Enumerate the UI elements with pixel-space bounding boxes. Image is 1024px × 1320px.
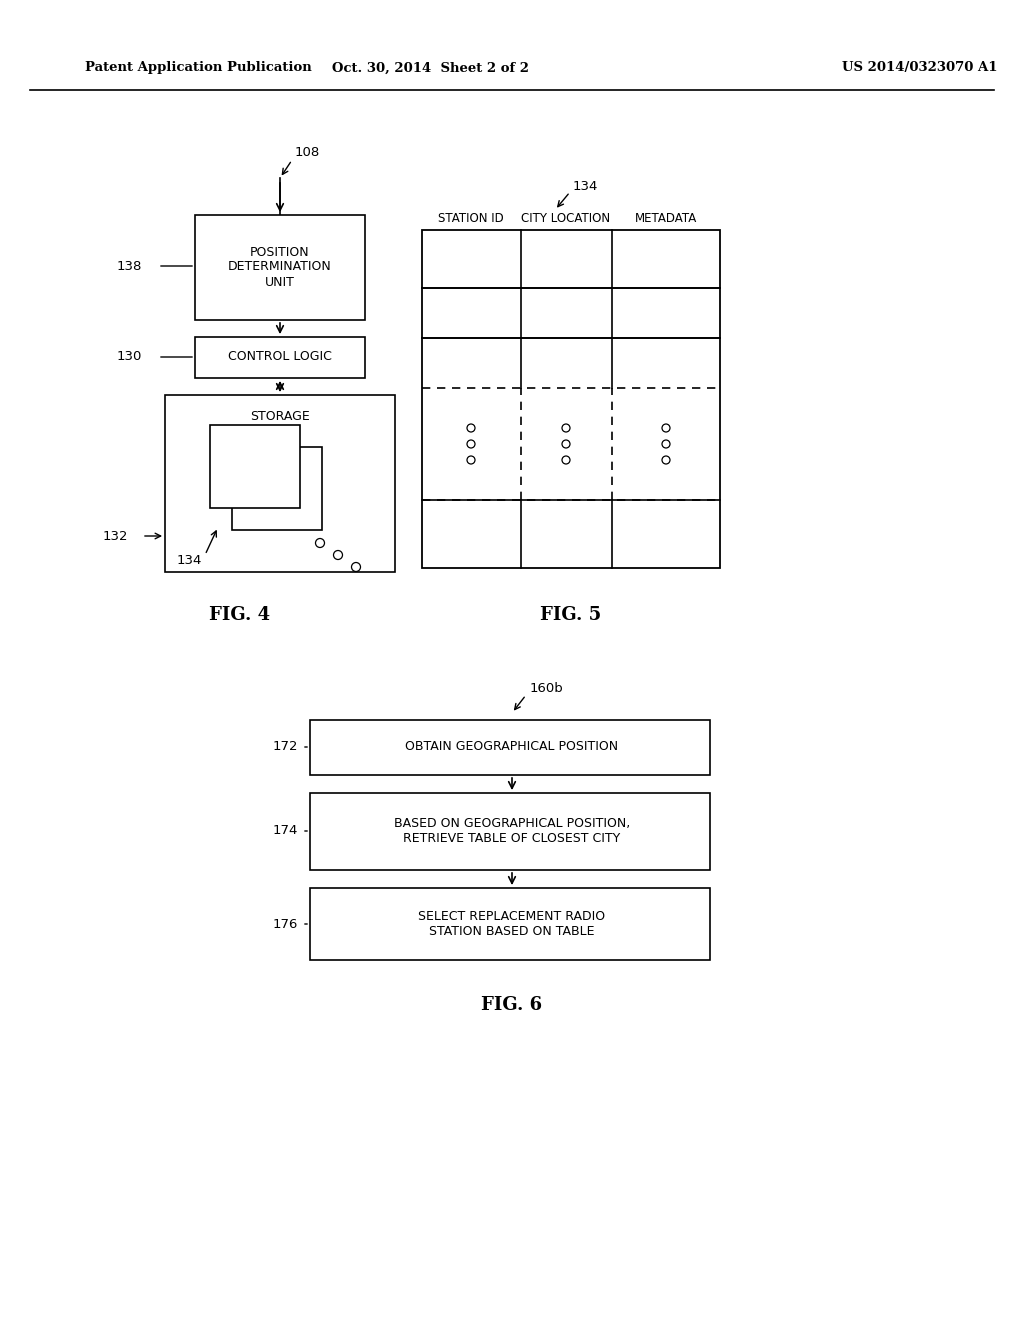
Bar [310,719,710,775]
Text: 130: 130 [117,351,142,363]
Bar [310,888,710,960]
Bar [232,447,322,531]
Text: BASED ON GEOGRAPHICAL POSITION,
RETRIEVE TABLE OF CLOSEST CITY: BASED ON GEOGRAPHICAL POSITION, RETRIEVE… [394,817,630,845]
Text: US 2014/0323070 A1: US 2014/0323070 A1 [843,62,997,74]
Text: 172: 172 [272,741,298,754]
Text: Patent Application Publication: Patent Application Publication [85,62,311,74]
Text: FIG. 4: FIG. 4 [210,606,270,624]
Text: POSITION
DETERMINATION
UNIT: POSITION DETERMINATION UNIT [228,246,332,289]
Text: 176: 176 [272,917,298,931]
Text: 132: 132 [102,529,128,543]
Text: SELECT REPLACEMENT RADIO
STATION BASED ON TABLE: SELECT REPLACEMENT RADIO STATION BASED O… [419,909,605,939]
Text: FIG. 5: FIG. 5 [541,606,602,624]
Text: 134: 134 [176,553,202,566]
Text: METADATA: METADATA [635,211,697,224]
Text: 174: 174 [272,825,298,837]
Text: OBTAIN GEOGRAPHICAL POSITION: OBTAIN GEOGRAPHICAL POSITION [406,741,618,754]
Bar [165,395,395,572]
Bar [195,337,365,378]
Text: 160b: 160b [530,681,564,694]
Text: Oct. 30, 2014  Sheet 2 of 2: Oct. 30, 2014 Sheet 2 of 2 [332,62,528,74]
Bar [210,425,300,508]
Bar [310,793,710,870]
Bar [422,230,720,568]
Text: 108: 108 [295,145,321,158]
Text: CITY LOCATION: CITY LOCATION [521,211,610,224]
Text: CONTROL LOGIC: CONTROL LOGIC [228,351,332,363]
Text: STORAGE: STORAGE [250,411,310,424]
Text: 134: 134 [573,180,598,193]
Bar [195,215,365,319]
Text: STATION ID: STATION ID [438,211,504,224]
Text: 138: 138 [117,260,142,272]
Text: FIG. 6: FIG. 6 [481,997,543,1014]
